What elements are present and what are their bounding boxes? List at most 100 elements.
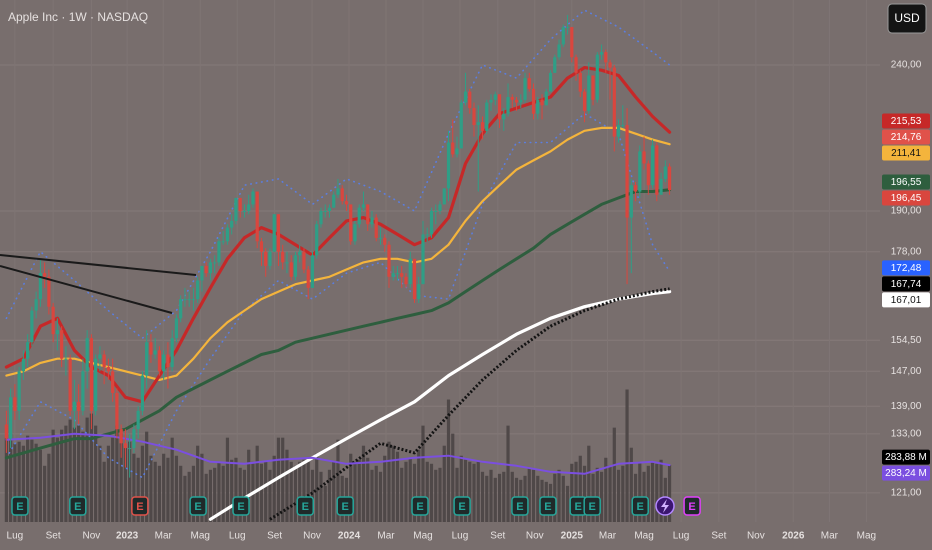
volume-bar xyxy=(493,477,497,522)
earnings-icon[interactable]: E xyxy=(539,496,557,516)
currency-button-box[interactable] xyxy=(887,3,927,34)
candle-body xyxy=(616,125,621,137)
volume-bar xyxy=(629,447,633,522)
x-tick-label: Mar xyxy=(821,531,839,542)
candle-body xyxy=(621,125,625,127)
volume-bar xyxy=(179,465,183,522)
volume-bar xyxy=(289,461,293,522)
candle-body xyxy=(289,262,293,277)
x-tick-label: Set xyxy=(267,531,282,542)
candle-body xyxy=(434,210,438,212)
earnings-icon[interactable]: E xyxy=(336,496,354,516)
candle-body xyxy=(72,401,76,411)
x-tick-label: Mag xyxy=(191,531,210,542)
candle-body xyxy=(599,52,604,55)
volume-bar xyxy=(293,465,298,522)
volume-bar xyxy=(400,467,404,522)
candle-body xyxy=(68,358,72,411)
candle-body xyxy=(281,251,285,263)
earnings-icon[interactable]: E xyxy=(583,496,601,516)
volume-bar xyxy=(208,469,213,522)
volume-bar xyxy=(149,455,153,522)
volume-bar xyxy=(225,437,230,522)
volume-bar xyxy=(429,463,434,522)
candle-body xyxy=(196,280,200,300)
x-tick-label: 2026 xyxy=(782,531,805,542)
volume-bar xyxy=(145,431,149,522)
chart-title: Apple Inc · 1W · NASDAQ xyxy=(8,10,148,24)
candle-body xyxy=(153,350,157,355)
earnings-icon[interactable]: E xyxy=(189,496,207,516)
volume-bar xyxy=(468,461,472,522)
candle-body xyxy=(395,273,400,275)
earnings-icon[interactable]: E xyxy=(569,496,587,516)
candle-body xyxy=(608,62,612,68)
candle-body xyxy=(332,194,336,208)
candle-body xyxy=(344,201,349,205)
icon-bolt xyxy=(661,499,669,513)
candle-body xyxy=(247,204,251,211)
candle-body xyxy=(570,27,574,58)
candle-body xyxy=(557,44,561,58)
candle-body xyxy=(85,338,89,372)
currency-button[interactable]: USD xyxy=(887,3,927,34)
y-tick-label: 154,50 xyxy=(891,335,922,346)
y-tick-label: 139,00 xyxy=(891,401,922,412)
volume-bar xyxy=(153,461,157,522)
candle-body xyxy=(187,299,191,301)
price-badge xyxy=(882,276,930,292)
candle-body xyxy=(132,429,136,449)
volume-bar xyxy=(387,441,391,522)
candle-body xyxy=(94,358,98,411)
earnings-icon[interactable]: E xyxy=(411,496,429,516)
volume-bar xyxy=(157,465,162,522)
volume-bar xyxy=(4,437,8,522)
candle-body xyxy=(604,52,608,63)
volume-bar xyxy=(506,425,510,522)
candle-body xyxy=(667,166,672,191)
earnings-icon[interactable]: E xyxy=(296,496,314,516)
x-tick-label: Mag xyxy=(857,531,876,542)
earnings-icon[interactable]: E xyxy=(631,496,649,516)
earnings-icon[interactable]: E xyxy=(69,496,87,516)
candle-body xyxy=(319,210,323,225)
volume-bar xyxy=(264,461,268,522)
candle-body xyxy=(582,91,587,111)
candle-body xyxy=(387,244,391,277)
volume-bar xyxy=(574,461,578,522)
volume-bar xyxy=(332,461,336,522)
dividend-icon[interactable] xyxy=(655,496,675,516)
volume-bar xyxy=(612,427,616,522)
earnings-label: E xyxy=(136,501,143,513)
candle-body xyxy=(13,397,17,411)
x-tick-label: Mar xyxy=(599,531,617,542)
earnings-icon[interactable]: E xyxy=(511,496,529,516)
earnings-icon[interactable]: E xyxy=(683,496,701,516)
candle-body xyxy=(251,191,255,205)
earnings-icon[interactable]: E xyxy=(453,496,471,516)
y-tick-label: 133,00 xyxy=(891,428,922,439)
candle-body xyxy=(663,166,667,179)
candle-body xyxy=(98,354,102,359)
earnings-icon[interactable]: E xyxy=(131,496,149,516)
earnings-label: E xyxy=(342,501,349,513)
currency-label[interactable]: USD xyxy=(894,11,920,25)
volume-bar xyxy=(557,469,561,522)
earnings-icon[interactable]: E xyxy=(232,496,250,516)
earnings-box xyxy=(539,496,557,516)
volume-bar xyxy=(306,461,310,522)
candle-body xyxy=(47,276,51,307)
candle-body xyxy=(128,448,132,450)
volume-bar xyxy=(132,453,136,522)
price-badge-label: 196,55 xyxy=(891,177,922,188)
series-line xyxy=(5,9,671,339)
candle-body xyxy=(370,217,374,225)
candle-body xyxy=(548,72,553,92)
volume-bar xyxy=(366,457,370,522)
volume-bar xyxy=(476,461,480,522)
earnings-icon[interactable]: E xyxy=(11,496,29,516)
candle-body xyxy=(264,251,268,266)
candle-body xyxy=(217,241,221,263)
y-tick-label: 147,00 xyxy=(891,366,922,377)
